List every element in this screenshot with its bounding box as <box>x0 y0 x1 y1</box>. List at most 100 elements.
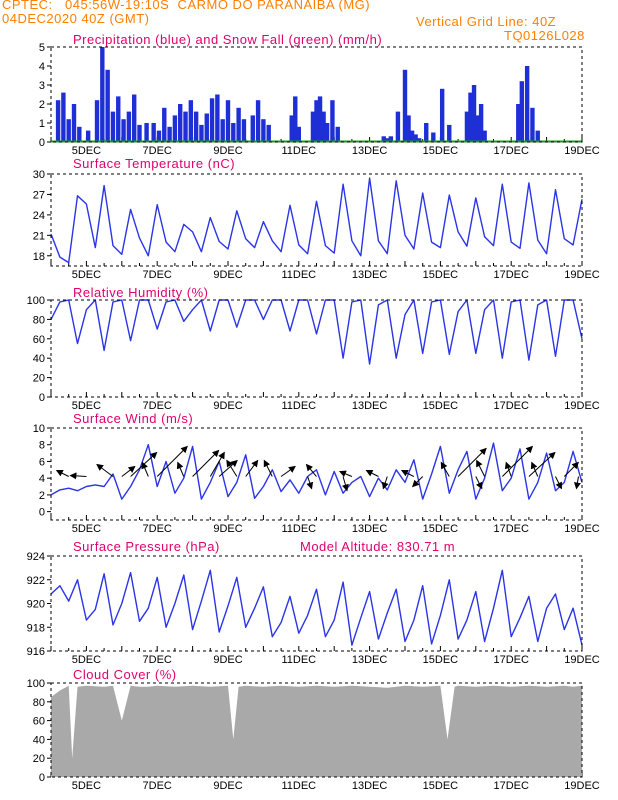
x-tick-label: 17DEC <box>493 269 529 281</box>
precip-bar <box>416 138 422 142</box>
precip-bar <box>385 138 390 142</box>
wind-arrow <box>121 465 136 477</box>
precip-bar <box>250 115 255 142</box>
precip-bar <box>77 126 82 142</box>
x-tick-label: 15DEC <box>423 654 459 666</box>
precip-bar <box>231 123 236 142</box>
x-tick-label: 17DEC <box>493 780 529 792</box>
x-tick-label: 19DEC <box>564 145 600 157</box>
precip-bar <box>266 124 271 142</box>
x-tick-label: 7DEC <box>143 654 172 666</box>
x-tick-label: 17DEC <box>493 523 529 535</box>
precip-bar <box>183 111 188 142</box>
x-tick-label: 7DEC <box>143 269 172 281</box>
precip-bar <box>402 69 408 142</box>
x-tick-label: 13DEC <box>352 400 388 412</box>
precip-bar <box>131 94 137 142</box>
y-tick-label: 4 <box>39 61 45 73</box>
precip-bar <box>321 111 326 142</box>
y-tick-label: 18 <box>33 251 45 263</box>
precip-bar <box>105 69 110 142</box>
x-tick-label: 7DEC <box>143 523 172 535</box>
panel-title: Relative Humidity (%) <box>73 285 208 300</box>
precip-bar <box>110 111 116 142</box>
precip-bar <box>188 100 194 142</box>
precip-bar <box>126 111 132 142</box>
x-tick-label: 17DEC <box>493 654 529 666</box>
x-tick-label: 17DEC <box>493 400 529 412</box>
precip-bar <box>209 98 215 142</box>
panel-frame <box>50 299 583 398</box>
x-tick-label: 13DEC <box>352 523 388 535</box>
x-tick-label: 7DEC <box>143 400 172 412</box>
precip-bar <box>395 111 401 142</box>
y-tick-label: 0 <box>39 772 45 784</box>
header-station: CPTEC: 045:56W-19:10S CARMO DO PARANAIBA… <box>2 0 371 12</box>
x-tick-label: 15DEC <box>423 400 459 412</box>
x-tick-label: 9DEC <box>213 523 242 535</box>
precip-bar <box>151 123 156 142</box>
y-tick-label: 20 <box>33 373 45 385</box>
precip-bar <box>314 100 319 142</box>
precip-bar <box>162 107 167 142</box>
series-line <box>50 569 583 646</box>
series-line <box>50 442 583 500</box>
precip-bar <box>121 119 126 142</box>
panel-frame <box>50 682 583 778</box>
precip-bar <box>167 126 172 142</box>
panel-title: Surface Pressure (hPa) <box>73 539 220 554</box>
wind-arrow <box>381 476 389 490</box>
wind-arrow <box>475 476 483 490</box>
precip-bar <box>482 130 487 142</box>
wind-arrow <box>530 461 539 477</box>
wind-arrow <box>156 445 188 477</box>
y-tick-label: 10 <box>33 423 45 435</box>
y-tick-label: 60 <box>33 334 45 346</box>
precip-bar <box>241 119 247 142</box>
precip-bar <box>66 119 71 142</box>
wind-arrow <box>457 447 487 477</box>
panel-frame <box>50 427 583 521</box>
x-tick-label: 5DEC <box>72 269 101 281</box>
precip-bar <box>524 66 530 142</box>
wind-arrow <box>176 461 185 477</box>
wind-arrow <box>342 476 349 492</box>
precip-bar <box>156 130 162 142</box>
precip-bar <box>144 123 149 142</box>
wind-arrow <box>563 461 580 477</box>
x-tick-label: 13DEC <box>352 269 388 281</box>
wind-arrow <box>504 461 512 477</box>
y-tick-label: 916 <box>27 646 45 658</box>
precip-bar <box>424 123 429 142</box>
y-tick-label: 2 <box>39 490 45 502</box>
precip-bar <box>261 119 266 142</box>
y-tick-label: 0 <box>39 507 45 519</box>
wind-arrow <box>209 451 225 477</box>
panel-5: Surface Pressure (hPa) Model Altitude: 83… <box>27 539 600 666</box>
wind-arrow <box>69 472 87 480</box>
panel-1: Precipitation (blue) and Snow Fall (gree… <box>39 32 600 157</box>
precip-bar <box>464 111 470 142</box>
panel-frame <box>50 46 583 143</box>
y-tick-label: 27 <box>33 189 45 201</box>
precip-bar <box>85 130 91 142</box>
x-tick-label: 7DEC <box>143 780 172 792</box>
precip-bar <box>406 115 411 142</box>
precip-bar <box>409 130 415 142</box>
x-tick-label: 5DEC <box>72 145 101 157</box>
wind-arrow <box>245 459 259 477</box>
panel-frame <box>50 173 583 267</box>
series-line <box>50 299 583 365</box>
precip-bar <box>317 96 323 142</box>
precip-bar <box>478 104 484 142</box>
y-tick-label: 5 <box>39 42 45 54</box>
wind-arrow <box>338 470 353 478</box>
precip-bar <box>55 100 61 142</box>
x-tick-label: 19DEC <box>564 400 600 412</box>
wind-arrow <box>141 461 149 477</box>
wind-arrow <box>440 461 450 477</box>
precip-bar <box>255 100 261 142</box>
y-tick-label: 24 <box>33 210 45 222</box>
panel-4: Surface Wind (m/s) 0 2 4 6 8 10 5DEC 7DEC 9DEC 11D… <box>33 411 600 535</box>
wind-arrow <box>306 476 314 490</box>
